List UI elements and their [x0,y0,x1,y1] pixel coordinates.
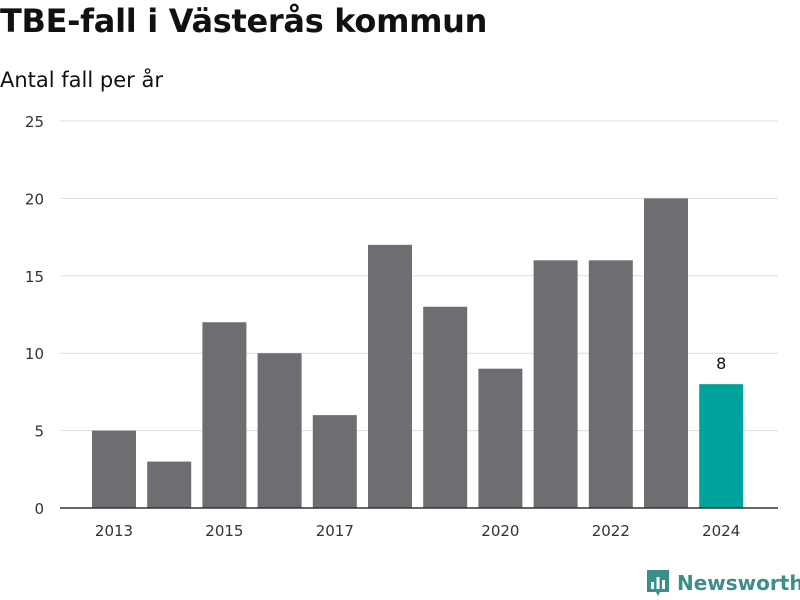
bar-2021 [533,260,578,508]
brand-logo: Newsworthy [645,568,800,598]
x-tick-label: 2013 [95,522,133,540]
x-tick-label: 2017 [316,522,354,540]
data-label: 8 [716,354,726,373]
x-tick-label: 2015 [205,522,243,540]
y-tick-label: 10 [25,345,44,363]
bar-2017 [312,415,357,508]
y-tick-label: 25 [25,113,44,131]
bar-2020 [478,368,523,508]
bar-2015 [202,322,247,508]
chart-title: TBE-fall i Västerås kommun [0,2,488,40]
bar-2018 [368,244,412,508]
x-tick-label: 2022 [592,522,630,540]
bar-2023 [644,198,688,508]
y-tick-label: 15 [25,268,44,286]
y-tick-label: 20 [25,190,44,208]
brand-name: Newsworthy [677,571,800,595]
x-tick-label: 2024 [702,522,740,540]
bar-2024 [699,384,744,508]
y-tick-label: 0 [34,500,44,518]
bar-2019 [423,306,468,508]
bar-2016 [257,353,302,508]
newsworthy-logo-icon [647,570,669,596]
chart-subtitle: Antal fall per år [0,68,163,92]
bar-2013 [92,430,136,508]
bar-2022 [588,260,633,508]
bars [92,198,744,508]
y-tick-label: 5 [34,423,44,441]
bar-2014 [147,461,192,508]
y-axis: 0 5 10 15 20 25 [25,113,44,518]
x-tick-label: 2020 [481,522,519,540]
x-axis: 2013 2015 2017 2020 2022 2024 [60,507,778,540]
bar-chart: 0 5 10 15 20 25 2013 2015 2017 2020 2022 2024 8 [25,113,778,540]
data-labels: 8 [716,354,726,373]
